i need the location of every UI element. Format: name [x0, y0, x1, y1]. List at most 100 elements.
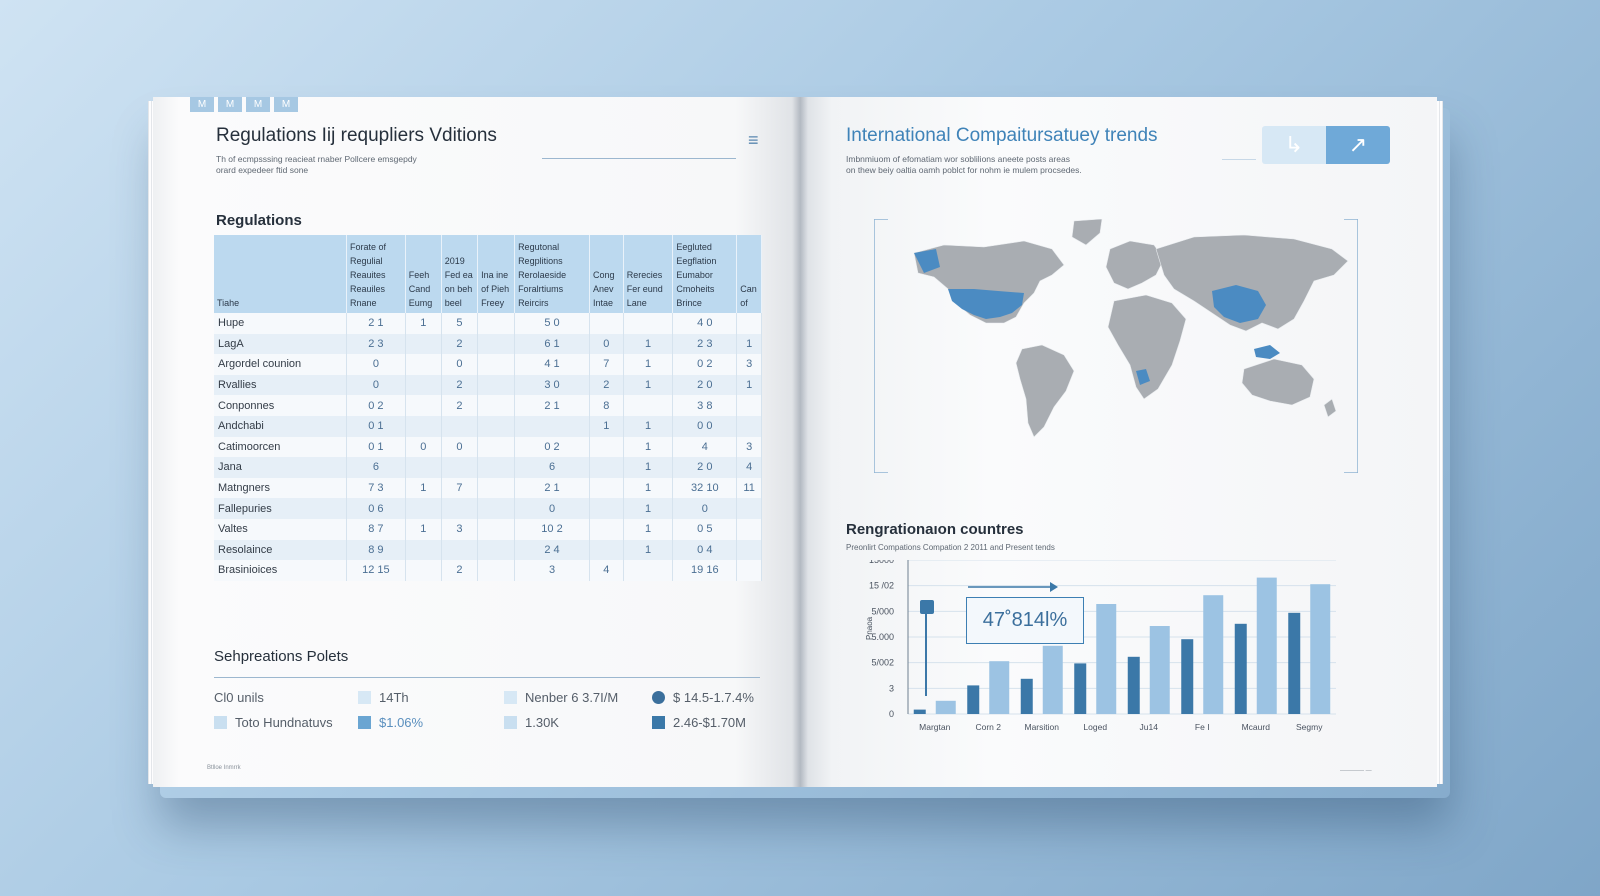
legend-swatch	[358, 716, 371, 729]
table-cell	[477, 560, 516, 581]
table-cell	[736, 415, 762, 437]
southern-africa-highlight	[1136, 369, 1150, 385]
row-label: Andchabi	[214, 415, 347, 437]
bar-chart: 0 3 5/002 5.000 5/000 15 /02 15000 Pnaoa Margtan…	[865, 560, 1336, 732]
table-cell	[623, 560, 674, 581]
table-cell	[405, 374, 442, 396]
table-cell: 0	[589, 333, 624, 355]
legend-label: 14Th	[379, 690, 409, 705]
table-cell: 3	[514, 560, 590, 581]
world-map	[874, 219, 1358, 473]
table-cell	[736, 539, 762, 561]
bar	[913, 709, 926, 714]
right-footer: ———— —	[1340, 768, 1372, 774]
table-cell: 0	[346, 354, 406, 375]
legend-swatch	[504, 716, 517, 729]
title-rule	[542, 158, 736, 159]
column-header: Regutonal Regplitions Rerolaeside Foralr…	[514, 235, 590, 313]
bar	[1181, 639, 1194, 714]
share-button[interactable]: ↗	[1326, 126, 1390, 164]
row-label: Catimoorcen	[214, 436, 347, 458]
tab-icon: M	[190, 97, 214, 112]
x-tick-label: Margtan	[919, 722, 950, 732]
legend-label: Toto Hundnatuvs	[235, 715, 333, 730]
row-label: Matngners	[214, 477, 347, 499]
table-cell	[477, 477, 516, 499]
table-cell: 0	[405, 436, 442, 458]
table-cell: 4	[589, 560, 624, 581]
y-tick-label: 5.000	[871, 632, 894, 642]
regulations-table: Tiahe Forate of Regulial Reauites Reauile…	[214, 235, 762, 581]
table-cell	[477, 518, 516, 540]
table-cell	[441, 415, 479, 437]
chart-callout: 47˚814l%	[966, 597, 1084, 644]
chart-caption: Preonlirt Compations Compation 2 2011 an…	[846, 543, 1055, 552]
column-header: Rerecies Fer eund Lane	[623, 235, 674, 313]
table-cell	[589, 457, 624, 478]
table-cell: 1	[623, 436, 674, 458]
table-cell: 0 0	[672, 415, 738, 437]
table-cell: 0	[441, 354, 479, 375]
table-header-row: Tiahe Forate of Regulial Reauites Reauile…	[214, 235, 762, 313]
legend-item: Сl0 unils	[214, 690, 264, 705]
table-cell	[736, 313, 762, 334]
australia	[1241, 358, 1315, 406]
y-tick-label: 3	[889, 683, 894, 693]
south-america	[1015, 344, 1075, 438]
table-cell	[477, 354, 516, 375]
left-subtitle: Th of ecmpsssing reacieat rnaber Pollcer…	[216, 154, 417, 176]
x-tick-label: Fe I	[1195, 722, 1210, 732]
table-cell: 2	[441, 333, 479, 355]
table-cell: 10 2	[514, 518, 590, 540]
book-spine	[792, 97, 808, 787]
legend-label: Nenber 6 3.7I/M	[525, 690, 619, 705]
table-cell	[589, 477, 624, 499]
continents	[913, 219, 1349, 438]
legend-item: 1.30K	[504, 715, 559, 730]
table-cell: 1	[405, 313, 442, 334]
legend-swatch	[652, 691, 665, 704]
bar	[1042, 645, 1063, 714]
x-tick-label: Marsition	[1025, 722, 1060, 732]
right-page-edge	[1433, 101, 1443, 784]
table-cell	[736, 518, 762, 540]
africa	[1107, 294, 1187, 400]
section-countries: Rengrationaıon countres	[846, 521, 1024, 538]
table-cell	[477, 333, 516, 355]
bar	[1234, 623, 1247, 714]
x-tick-label: Segmy	[1296, 722, 1323, 732]
table-cell: 1	[623, 477, 674, 499]
row-label: Resolaince	[214, 539, 347, 561]
column-header: Ina ine of Pieh Freey	[477, 235, 516, 313]
china-highlight	[1212, 285, 1266, 323]
left-page-title: Regulations Iĳ requpliers Vditions	[216, 125, 497, 146]
table-cell	[477, 498, 516, 519]
bar	[1203, 595, 1224, 714]
table-cell: 6 1	[514, 333, 590, 355]
table-cell: 4 1	[514, 354, 590, 375]
table-cell	[405, 354, 442, 375]
action-buttons: ↳ ↗	[1262, 126, 1390, 164]
column-header: 2019 Fed ea on beh beel	[441, 235, 479, 313]
map-bracket-left	[874, 219, 888, 473]
table-cell: 1	[623, 498, 674, 519]
return-button[interactable]: ↳	[1262, 126, 1326, 164]
tab-icon: M	[246, 97, 270, 112]
section-regulations: Regulations	[216, 212, 302, 229]
table-cell	[477, 395, 516, 416]
table-cell	[477, 313, 516, 334]
table-cell: 7	[589, 354, 624, 375]
column-header: Cong Anev Intae	[589, 235, 624, 313]
y-tick-label: 15000	[869, 560, 894, 565]
annotation-arrow-head	[1050, 582, 1058, 592]
table-cell	[441, 498, 479, 519]
table-cell: 1	[623, 457, 674, 478]
row-label: Fallepuries	[214, 498, 347, 519]
